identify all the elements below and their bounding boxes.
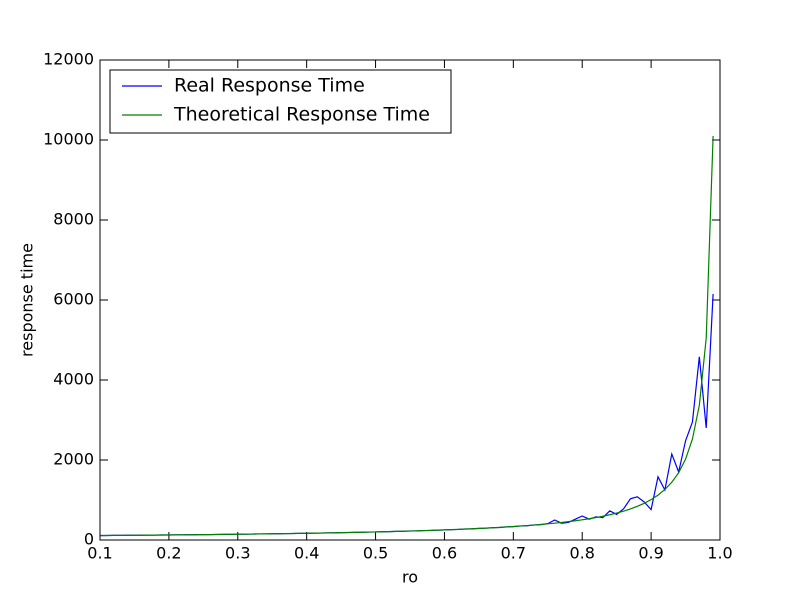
y-tick-label: 6000 (53, 290, 94, 309)
x-tick-label: 0.3 (225, 544, 250, 563)
legend-label: Theoretical Response Time (173, 104, 430, 126)
y-tick-label: 12000 (43, 50, 94, 69)
y-tick-label: 4000 (53, 370, 94, 389)
x-tick-label: 0.4 (294, 544, 319, 563)
x-tick-label: 0.5 (363, 544, 388, 563)
x-tick-label: 0.2 (156, 544, 181, 563)
legend-box (109, 69, 452, 134)
y-tick-label: 8000 (53, 210, 94, 229)
x-tick-label: 0.6 (432, 544, 457, 563)
y-axis-label: response time (18, 243, 37, 357)
y-tick-label: 10000 (43, 130, 94, 149)
x-tick-label: 0.1 (87, 544, 112, 563)
legend-label: Real Response Time (174, 75, 365, 97)
y-tick-label: 0 (84, 530, 94, 549)
x-tick-label: 0.8 (569, 544, 594, 563)
x-tick-label: 0.7 (501, 544, 526, 563)
series-line (99, 135, 714, 537)
x-axis-label: ro (402, 568, 418, 587)
x-tick-label: 1.0 (707, 544, 732, 563)
y-tick-label: 2000 (53, 450, 94, 469)
plot-frame (99, 59, 721, 541)
x-tick-label: 0.9 (638, 544, 663, 563)
